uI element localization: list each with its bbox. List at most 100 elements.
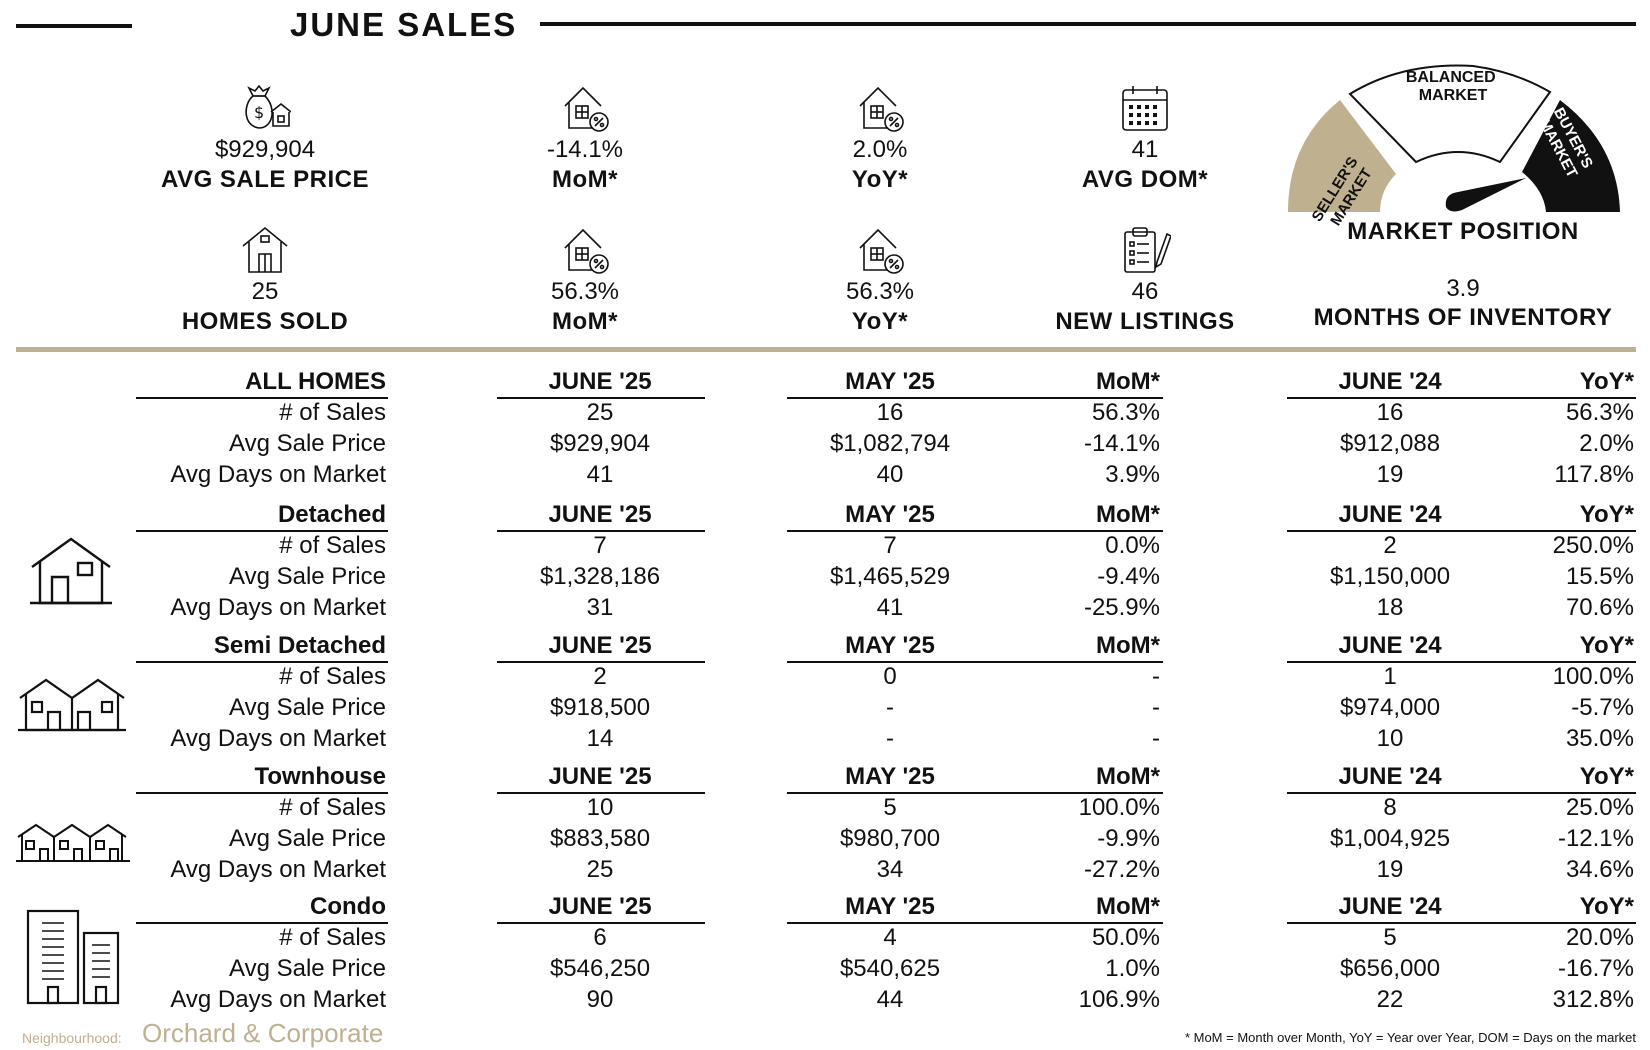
section-title: Townhouse	[254, 763, 386, 790]
col-header-current: JUNE '25	[548, 893, 652, 920]
cell-last-year: 22	[1376, 986, 1404, 1013]
cell-yoy: 250.0%	[1552, 532, 1634, 559]
col-header-mom: MoM*	[1096, 632, 1160, 659]
cell-last-year: $974,000	[1339, 694, 1441, 721]
neighbourhood-name: Orchard & Corporate	[142, 1018, 384, 1048]
cell-mom: 56.3%	[1091, 399, 1160, 426]
header-rule	[787, 530, 1163, 532]
stat-mom-price: -14.1% MoM*	[455, 78, 715, 194]
cell-current: $546,250	[549, 955, 651, 982]
cell-previous: 44	[876, 986, 904, 1013]
cell-current: 2	[593, 663, 607, 690]
cell-previous: $1,465,529	[829, 563, 951, 590]
stat-value: 56.3%	[550, 278, 620, 305]
header-rule	[497, 922, 705, 924]
stat-label: HOMES SOLD	[181, 308, 349, 335]
cell-mom: 100.0%	[1078, 794, 1160, 821]
col-header-previous: MAY '25	[845, 893, 935, 920]
house-percent-icon	[455, 220, 715, 276]
row-label: Avg Sale Price	[229, 563, 386, 590]
header-rule	[497, 661, 705, 663]
cell-mom: 0.0%	[1105, 532, 1160, 559]
cell-current: 6	[593, 924, 607, 951]
section-title: Condo	[310, 893, 386, 920]
header-rule	[136, 530, 388, 532]
stat-value: 41	[1131, 136, 1159, 163]
row-label: # of Sales	[279, 794, 386, 821]
cell-yoy: 15.5%	[1565, 563, 1634, 590]
cell-yoy: 100.0%	[1552, 663, 1634, 690]
calendar-icon	[1015, 78, 1275, 134]
stat-homes-sold: 25 HOMES SOLD	[135, 220, 395, 336]
cell-previous: 41	[876, 594, 904, 621]
cell-mom: -	[1152, 725, 1160, 752]
section-title: ALL HOMES	[245, 368, 386, 395]
col-header-previous: MAY '25	[845, 632, 935, 659]
col-header-previous: MAY '25	[845, 501, 935, 528]
row-label: Avg Sale Price	[229, 955, 386, 982]
cell-yoy: 20.0%	[1565, 924, 1634, 951]
stat-label: MoM*	[552, 308, 618, 335]
cell-mom: 3.9%	[1105, 461, 1160, 488]
cell-last-year: 19	[1376, 461, 1404, 488]
col-header-mom: MoM*	[1096, 501, 1160, 528]
row-label: Avg Days on Market	[170, 725, 386, 752]
title-rule-left	[16, 24, 132, 28]
col-header-mom: MoM*	[1096, 893, 1160, 920]
header-rule	[136, 661, 388, 663]
stat-value: 25	[251, 278, 279, 305]
header-rule	[787, 792, 1163, 794]
market-position-gauge: SELLER'S MARKET BALANCED MARKET BUYER'S …	[1268, 62, 1648, 232]
header-rule	[787, 661, 1163, 663]
stat-value: $929,904	[214, 136, 316, 163]
stat-value: 56.3%	[845, 278, 915, 305]
header-rule	[136, 792, 388, 794]
col-header-last-year: JUNE '24	[1338, 763, 1442, 790]
row-label: Avg Sale Price	[229, 430, 386, 457]
header-rule	[1287, 922, 1636, 924]
col-header-current: JUNE '25	[548, 501, 652, 528]
row-label: Avg Days on Market	[170, 856, 386, 883]
col-header-last-year: JUNE '24	[1338, 368, 1442, 395]
col-header-last-year: JUNE '24	[1338, 501, 1442, 528]
stat-avg-dom: 41 AVG DOM*	[1015, 78, 1275, 194]
cell-previous: 34	[876, 856, 904, 883]
section-divider	[16, 347, 1636, 352]
cell-mom: -27.2%	[1083, 856, 1160, 883]
stat-label: NEW LISTINGS	[1055, 308, 1235, 335]
row-label: # of Sales	[279, 663, 386, 690]
cell-last-year: 5	[1383, 924, 1397, 951]
gauge-needle	[1445, 178, 1526, 212]
clipboard-pencil-icon	[1015, 220, 1275, 276]
col-header-last-year: JUNE '24	[1338, 632, 1442, 659]
footnote: * MoM = Month over Month, YoY = Year ove…	[1184, 1030, 1636, 1045]
row-label: Avg Days on Market	[170, 461, 386, 488]
header-rule	[1287, 530, 1636, 532]
cell-yoy: 2.0%	[1579, 430, 1634, 457]
row-label: Avg Days on Market	[170, 594, 386, 621]
cell-yoy: 312.8%	[1552, 986, 1634, 1013]
header-rule	[787, 922, 1163, 924]
cell-mom: -14.1%	[1083, 430, 1160, 457]
cell-current: $929,904	[549, 430, 651, 457]
col-header-yoy: YoY*	[1579, 893, 1634, 920]
gauge-title: MARKET POSITION	[1347, 218, 1579, 245]
stat-label: AVG SALE PRICE	[161, 166, 369, 193]
col-header-yoy: YoY*	[1579, 632, 1634, 659]
stat-yoy-sales: 56.3% YoY*	[750, 220, 1010, 336]
stat-label: YoY*	[851, 308, 909, 335]
cell-previous: 5	[883, 794, 897, 821]
col-header-mom: MoM*	[1096, 763, 1160, 790]
col-header-current: JUNE '25	[548, 368, 652, 395]
cell-mom: -9.4%	[1097, 563, 1160, 590]
cell-current: 25	[586, 856, 614, 883]
stat-value: 46	[1131, 278, 1159, 305]
cell-last-year: 10	[1376, 725, 1404, 752]
cell-current: 90	[586, 986, 614, 1013]
stat-value: 2.0%	[852, 136, 908, 163]
gauge-seller-segment	[1288, 100, 1396, 212]
cell-previous: 40	[876, 461, 904, 488]
cell-previous: -	[886, 725, 894, 752]
house-percent-icon	[455, 78, 715, 134]
section-title: Semi Detached	[213, 632, 386, 659]
